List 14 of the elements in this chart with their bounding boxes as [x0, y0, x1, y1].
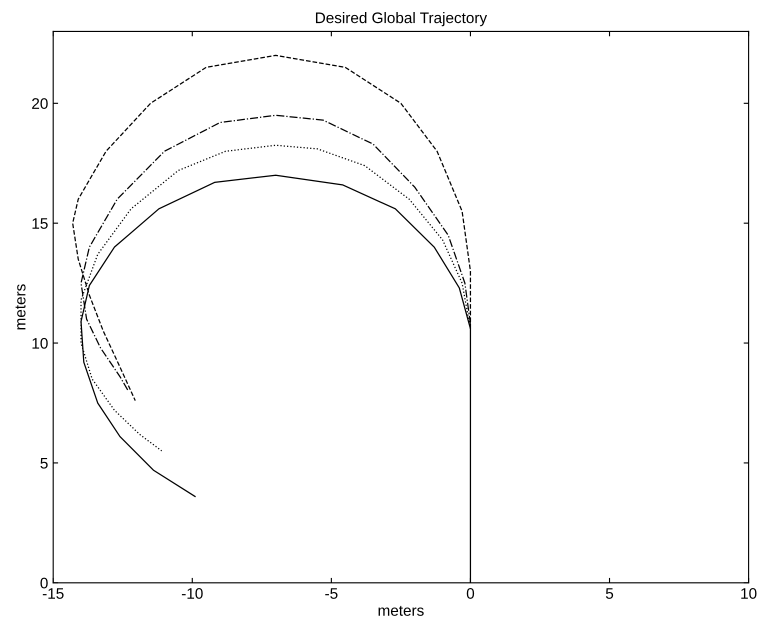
- y-tick-label: 10: [32, 338, 48, 349]
- x-tick-label: 0: [466, 588, 474, 599]
- x-axis-title: meters: [378, 606, 424, 616]
- y-tick-label: 0: [40, 578, 48, 588]
- chart-title: Desired Global Trajectory: [316, 12, 488, 26]
- x-tick-label: -15: [42, 588, 64, 599]
- y-axis-title: meters: [16, 284, 26, 330]
- x-tick-label: -10: [182, 588, 203, 599]
- y-tick-label: 15: [32, 218, 48, 229]
- x-tick-label: -5: [325, 588, 338, 599]
- y-tick-label: 5: [40, 458, 48, 469]
- y-tick-label: 20: [32, 98, 48, 110]
- x-tick-label: 5: [606, 588, 614, 599]
- x-tick-label: 10: [741, 588, 756, 599]
